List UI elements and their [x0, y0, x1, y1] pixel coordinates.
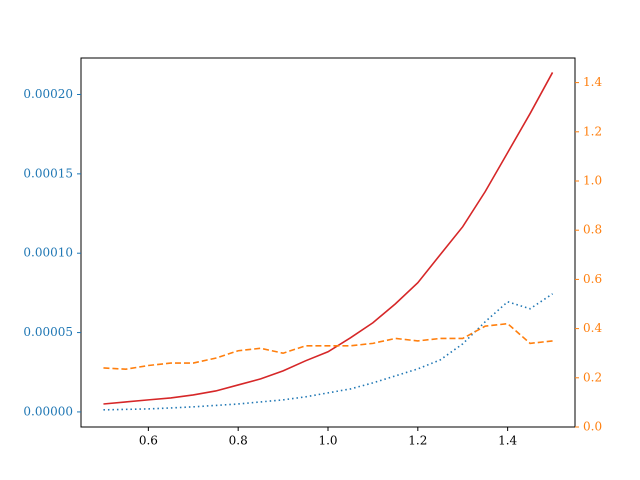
y2-tick-label: 1.4 — [583, 75, 602, 89]
x-tick-label: 1.2 — [408, 434, 427, 448]
x-tick-label: 1.0 — [318, 434, 337, 448]
y2-tick-label: 1.0 — [583, 174, 602, 188]
x-tick-label: 0.8 — [229, 434, 248, 448]
y-tick-label: 0.00000 — [23, 404, 73, 418]
series-line — [103, 322, 553, 370]
y2-tick-label: 0.4 — [583, 321, 602, 335]
y2-tick-label: 0.2 — [583, 370, 602, 384]
series-line — [103, 293, 553, 411]
y-tick-label: 0.00020 — [23, 87, 73, 101]
y2-tick-label: 0.0 — [583, 420, 602, 434]
y-tick-label: 0.00015 — [23, 166, 73, 180]
plot-frame — [80, 57, 576, 428]
y2-tick-label: 0.8 — [583, 223, 602, 237]
x-tick-label: 0.6 — [139, 434, 158, 448]
y2-tick-label: 0.6 — [583, 272, 602, 286]
y2-tick-label: 1.2 — [583, 124, 602, 138]
y-tick-label: 0.00010 — [23, 246, 73, 260]
y-tick-label: 0.00005 — [23, 325, 73, 339]
x-tick-label: 1.4 — [498, 434, 517, 448]
series-line — [103, 72, 554, 405]
